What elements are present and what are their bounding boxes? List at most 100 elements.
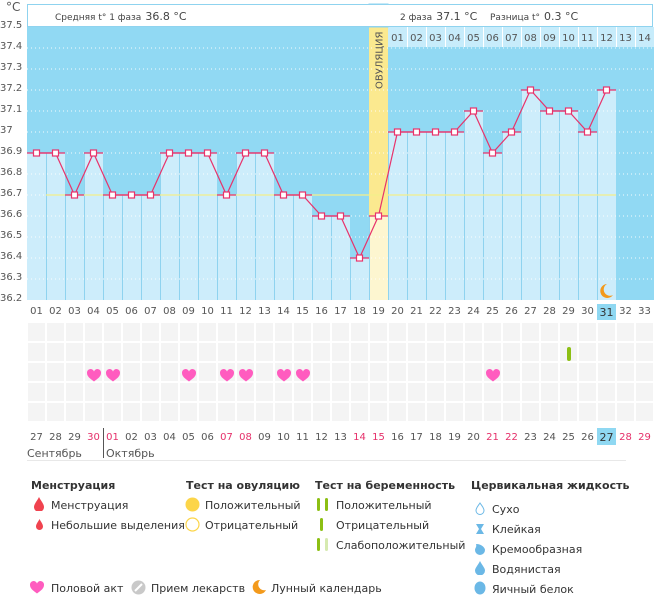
event-cell[interactable] (256, 383, 273, 401)
cycle-day-label[interactable]: 11 (220, 306, 233, 317)
event-cell[interactable] (332, 323, 349, 341)
calendar-day-label[interactable]: 30 (87, 432, 100, 443)
event-cell[interactable] (465, 343, 482, 361)
event-cell[interactable] (180, 383, 197, 401)
event-cell[interactable] (123, 403, 140, 421)
calendar-day-label[interactable]: 01 (106, 432, 119, 443)
event-cell[interactable] (446, 403, 463, 421)
event-cell[interactable] (522, 343, 539, 361)
event-cell[interactable] (408, 343, 425, 361)
event-cell[interactable] (180, 403, 197, 421)
event-cell[interactable] (560, 323, 577, 341)
event-cell[interactable] (617, 323, 634, 341)
event-cell[interactable] (237, 403, 254, 421)
event-cell[interactable] (465, 363, 482, 381)
event-cell[interactable] (123, 383, 140, 401)
event-cell[interactable] (47, 343, 64, 361)
pregnancy-test-negative-icon[interactable] (567, 347, 571, 361)
event-cell[interactable] (560, 403, 577, 421)
calendar-day-label[interactable]: 05 (182, 432, 195, 443)
event-cell[interactable] (47, 383, 64, 401)
event-cell[interactable] (47, 323, 64, 341)
event-cell[interactable] (503, 323, 520, 341)
event-cell[interactable] (161, 343, 178, 361)
calendar-day-label[interactable]: 29 (638, 432, 651, 443)
event-cell[interactable] (465, 383, 482, 401)
event-cell[interactable] (636, 343, 653, 361)
event-cell[interactable] (427, 343, 444, 361)
event-cell[interactable] (370, 343, 387, 361)
event-cell[interactable] (617, 383, 634, 401)
event-cell[interactable] (85, 323, 102, 341)
event-cell[interactable] (579, 323, 596, 341)
event-cell[interactable] (332, 403, 349, 421)
event-cell[interactable] (313, 323, 330, 341)
event-cell[interactable] (522, 363, 539, 381)
event-cell[interactable] (161, 363, 178, 381)
calendar-day-label[interactable]: 24 (543, 432, 556, 443)
event-cell[interactable] (389, 363, 406, 381)
event-cell[interactable] (218, 323, 235, 341)
event-cell[interactable] (256, 363, 273, 381)
event-cell[interactable] (161, 403, 178, 421)
event-cell[interactable] (351, 403, 368, 421)
event-cell[interactable] (256, 403, 273, 421)
event-cell[interactable] (332, 363, 349, 381)
event-cell[interactable] (370, 323, 387, 341)
event-cell[interactable] (522, 323, 539, 341)
cycle-day-label[interactable]: 31 (597, 304, 616, 320)
event-cell[interactable] (142, 343, 159, 361)
cycle-day-label[interactable]: 12 (239, 306, 252, 317)
calendar-day-label[interactable]: 10 (277, 432, 290, 443)
calendar-day-label[interactable]: 07 (220, 432, 233, 443)
calendar-day-label[interactable]: 19 (448, 432, 461, 443)
cycle-day-label[interactable]: 03 (68, 306, 81, 317)
calendar-day-label[interactable]: 04 (163, 432, 176, 443)
event-cell[interactable] (28, 323, 45, 341)
event-cell[interactable] (370, 363, 387, 381)
cycle-day-label[interactable]: 22 (429, 306, 442, 317)
cycle-day-label[interactable]: 29 (562, 306, 575, 317)
calendar-day-label[interactable]: 13 (334, 432, 347, 443)
event-cell[interactable] (123, 343, 140, 361)
calendar-day-label[interactable]: 26 (581, 432, 594, 443)
event-cell[interactable] (66, 363, 83, 381)
calendar-day-label[interactable]: 25 (562, 432, 575, 443)
event-cell[interactable] (66, 383, 83, 401)
event-cell[interactable] (180, 323, 197, 341)
event-cell[interactable] (123, 363, 140, 381)
event-cell[interactable] (142, 403, 159, 421)
event-cell[interactable] (313, 363, 330, 381)
calendar-day-label[interactable]: 12 (315, 432, 328, 443)
event-cell[interactable] (161, 383, 178, 401)
calendar-day-label[interactable]: 02 (125, 432, 138, 443)
calendar-day-label[interactable]: 20 (467, 432, 480, 443)
cycle-day-label[interactable]: 14 (277, 306, 290, 317)
cycle-day-label[interactable]: 10 (201, 306, 214, 317)
intercourse-heart-icon[interactable] (181, 369, 196, 382)
event-cell[interactable] (351, 363, 368, 381)
event-cell[interactable] (294, 343, 311, 361)
event-cell[interactable] (484, 383, 501, 401)
cycle-day-label[interactable]: 13 (258, 306, 271, 317)
calendar-day-label[interactable]: 11 (296, 432, 309, 443)
event-cell[interactable] (541, 323, 558, 341)
event-cell[interactable] (427, 383, 444, 401)
calendar-day-label[interactable]: 28 (49, 432, 62, 443)
calendar-day-label[interactable]: 23 (524, 432, 537, 443)
event-cell[interactable] (484, 343, 501, 361)
event-cell[interactable] (180, 343, 197, 361)
event-cell[interactable] (28, 383, 45, 401)
event-cell[interactable] (579, 403, 596, 421)
calendar-day-label[interactable]: 14 (353, 432, 366, 443)
event-cell[interactable] (541, 403, 558, 421)
calendar-day-label[interactable]: 09 (258, 432, 271, 443)
event-cell[interactable] (275, 383, 292, 401)
event-cell[interactable] (28, 363, 45, 381)
event-cell[interactable] (313, 403, 330, 421)
event-cell[interactable] (617, 403, 634, 421)
event-cell[interactable] (28, 343, 45, 361)
intercourse-heart-icon[interactable] (295, 369, 310, 382)
event-cell[interactable] (313, 383, 330, 401)
cycle-day-label[interactable]: 16 (315, 306, 328, 317)
